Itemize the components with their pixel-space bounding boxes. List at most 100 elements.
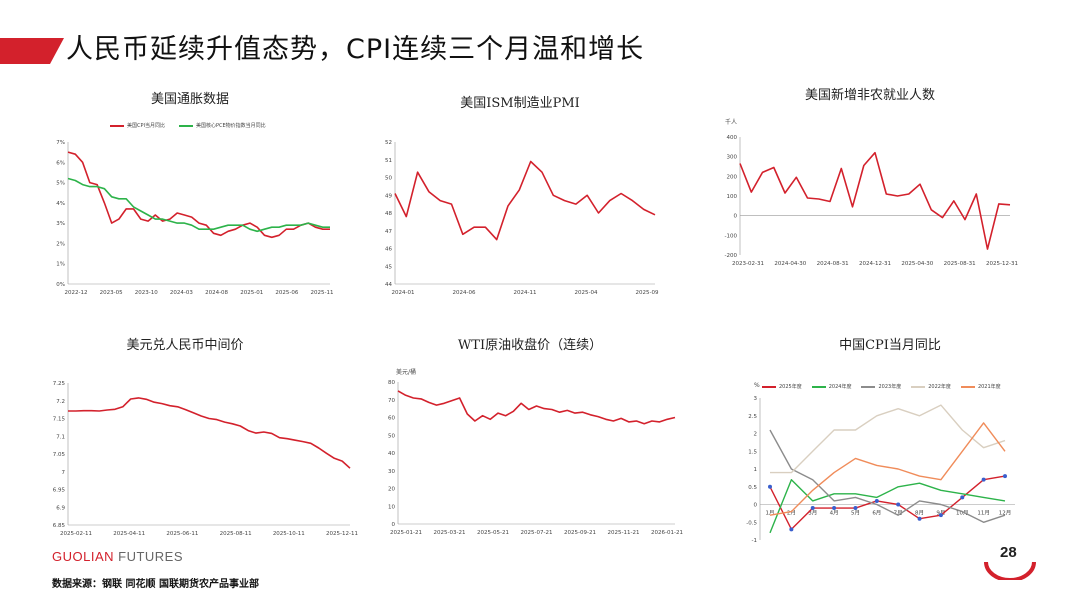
series-line — [769, 422, 1006, 516]
y-tick-label: 0 — [734, 214, 738, 220]
y-tick-label: 200 — [727, 174, 738, 180]
x-tick-label: 2025-09-21 — [564, 530, 596, 536]
x-tick-label: 2023-10 — [135, 290, 158, 296]
y-tick-label: 44 — [385, 282, 392, 288]
y-tick-label: -100 — [725, 233, 738, 239]
series-line — [394, 160, 656, 241]
y-tick-label: 0.5 — [748, 485, 757, 491]
y-tick-label: 400 — [727, 135, 738, 141]
y-tick-label: 45 — [385, 264, 392, 270]
series-line — [397, 390, 676, 425]
y-tick-label: 6.95 — [53, 488, 66, 494]
data-point — [1003, 474, 1007, 479]
y-tick-label: 46 — [385, 247, 392, 253]
x-tick-label: 2023-02-31 — [732, 261, 764, 267]
legend-item: 2025年度 — [762, 383, 802, 390]
legend-item: 2024年度 — [811, 383, 851, 390]
data-point — [938, 513, 943, 518]
x-tick-label: 2025-11-21 — [608, 530, 640, 536]
y-tick-label: 7.25 — [53, 381, 66, 387]
legend-item: 美国CPI当月同比 — [110, 122, 165, 129]
x-tick-label: 2025-01 — [240, 290, 263, 296]
brand-logo: GUOLIAN FUTURES — [52, 549, 184, 564]
x-tick-label: 5月 — [851, 510, 860, 517]
y-tick-label: -1 — [752, 538, 757, 544]
y-tick-label: 7 — [62, 470, 66, 476]
y-tick-label: 60 — [388, 416, 395, 422]
legend-item: 美国核心PCE物价指数当月同比 — [178, 122, 266, 129]
x-tick-label: 2025-01-21 — [390, 530, 422, 536]
y-tick-label: 48 — [385, 211, 392, 217]
y-tick-label: 6% — [56, 160, 65, 166]
data-point — [810, 506, 815, 511]
page-title: 人民币延续升值态势，CPI连续三个月温和增长 — [66, 34, 645, 65]
x-tick-label: 2025-05-21 — [477, 530, 509, 536]
y-tick-label: 40 — [388, 451, 395, 457]
x-tick-label: 2025-08-31 — [944, 261, 976, 267]
chart-title: 美国ISM制造业PMI — [460, 96, 580, 111]
y-tick-label: 1.5 — [748, 449, 757, 455]
x-tick-label: 10月 — [956, 510, 969, 517]
y-tick-label: -0.5 — [746, 520, 757, 526]
y-tick-label: 7.15 — [53, 417, 66, 423]
x-tick-label: 1月 — [766, 510, 775, 517]
y-tick-label: 2.5 — [748, 414, 757, 420]
unit-label: % — [754, 382, 760, 389]
data-point — [768, 484, 772, 489]
y-tick-label: 0 — [754, 503, 758, 509]
x-tick-label: 2025-03-21 — [434, 530, 466, 536]
x-tick-label: 7月 — [894, 510, 903, 517]
x-tick-label: 3月 — [808, 510, 817, 517]
unit-label: 美元/桶 — [396, 368, 416, 376]
data-point — [917, 516, 922, 521]
data-point — [874, 498, 879, 503]
y-tick-label: 4% — [56, 201, 65, 207]
y-tick-label: 6.85 — [53, 523, 66, 529]
x-tick-label: 12月 — [999, 510, 1012, 517]
x-tick-label: 2025-06-11 — [166, 531, 198, 537]
y-tick-label: 3% — [56, 221, 65, 227]
y-tick-label: 7% — [56, 140, 65, 146]
data-point — [832, 506, 837, 511]
chart-legend: 2025年度 2024年度 2023年度 2022年度 2021年度 — [762, 383, 1001, 390]
legend-item: 2022年度 — [911, 383, 951, 390]
x-tick-label: 2月 — [787, 510, 796, 517]
y-tick-label: 1% — [56, 262, 65, 268]
x-tick-label: 2025-08-11 — [220, 531, 252, 537]
x-tick-label: 2025-04-30 — [901, 261, 933, 267]
data-point — [789, 527, 794, 532]
chart-panel-nfp: 美国新增非农就业人数 -200 -100 0 100 200 300 400 千人 2023-0… — [705, 80, 1035, 290]
y-tick-label: 50 — [388, 433, 395, 439]
x-tick-label: 2024-01 — [392, 290, 415, 296]
series-line — [769, 478, 1006, 534]
series-line — [769, 429, 1006, 524]
chart-title: WTI原油收盘价（连续） — [457, 338, 603, 353]
title-accent-bar — [0, 38, 64, 64]
data-point — [960, 495, 965, 500]
x-tick-label: 2025-06 — [275, 290, 298, 296]
series-line — [67, 177, 330, 233]
x-tick-label: 2025-09 — [636, 290, 659, 296]
y-tick-label: 7.2 — [56, 399, 65, 405]
chart-panel-wti: WTI原油收盘价（连续） 0 10 20 30 40 50 60 70 80 美元/桶 2025-0… — [370, 330, 690, 545]
chart-svg: -200 -100 0 100 200 300 400 千人 2023-02-31 2024-04… — [725, 118, 1018, 267]
chart-svg: 44 45 46 47 48 49 50 51 52 2024-01 2024-06 2024-11 2… — [385, 140, 659, 296]
x-tick-label: 2025-04 — [575, 290, 598, 296]
x-tick-label: 6月 — [872, 510, 881, 517]
data-point — [853, 506, 858, 511]
y-tick-label: 20 — [388, 487, 395, 493]
x-tick-label: 2026-01-21 — [651, 530, 683, 536]
y-tick-label: -200 — [725, 253, 738, 259]
data-source-note: 数据来源：钢联 同花顺 国联期货农产品事业部 — [52, 579, 259, 590]
chart-title: 中国CPI当月同比 — [839, 338, 941, 353]
y-tick-label: 300 — [727, 155, 738, 161]
chart-title: 美国新增非农就业人数 — [804, 88, 935, 103]
x-tick-label: 2024-08 — [205, 290, 228, 296]
x-tick-label: 2024-06 — [453, 290, 476, 296]
series-line — [68, 397, 351, 469]
x-tick-label: 2024-03 — [170, 290, 193, 296]
x-tick-label: 2025-12-11 — [326, 531, 358, 537]
x-tick-label: 2025-04-11 — [113, 531, 145, 537]
chart-svg: 0% 1% 2% 3% 4% 5% 6% 7% 2022-12 2023-05 2023-10 202… — [56, 140, 333, 296]
